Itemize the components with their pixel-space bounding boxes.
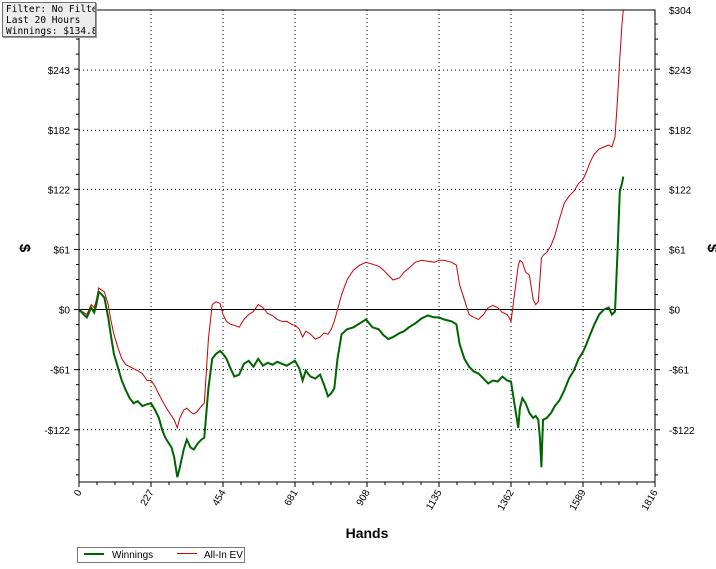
y-tick-label: $122: [48, 185, 71, 196]
y-tick-label: $243: [48, 66, 71, 77]
legend-swatch-winnings: [84, 553, 104, 555]
y-tick-label: $0: [59, 306, 71, 317]
y-tick-label-right: $243: [669, 66, 692, 77]
y-tick-label: -$61: [50, 366, 70, 377]
y-axis-label-right: $: [704, 244, 716, 253]
time-range-line: Last 20 Hours: [6, 15, 81, 26]
x-tick-label: 0: [72, 488, 85, 499]
y-tick-label-right: $0: [669, 306, 681, 317]
x-axis-label: Hands: [346, 525, 389, 541]
y-tick-label-right: $122: [669, 185, 692, 196]
y-tick-label-right: $61: [669, 245, 686, 256]
chart-axes: [74, 9, 660, 487]
y-tick-label-right: $182: [669, 126, 692, 137]
chart-grid: [78, 9, 656, 482]
y-axis-label-left: $: [16, 244, 33, 253]
series-line-allin-ev: [78, 9, 624, 430]
winnings-total-line: Winnings: $134.88: [6, 26, 96, 37]
filter-info-box: Filter: No Filter Last 20 Hours Winnings…: [2, 2, 96, 37]
y-tick-labels-right: $304 $243 $182 $122 $61 $0 -$61 -$122: [669, 6, 695, 437]
y-tick-label: $61: [53, 245, 70, 256]
series-line-winnings: [78, 176, 625, 478]
y-tick-label-right: -$61: [669, 366, 689, 377]
legend-swatch-allin-ev: [177, 553, 197, 554]
filter-line: Filter: No Filter: [6, 4, 96, 15]
legend-label-allin-ev: All-In EV: [204, 550, 243, 561]
y-tick-label-right: -$122: [669, 426, 695, 437]
chart-series: [78, 9, 625, 478]
chart-legend: Winnings All-In EV: [77, 547, 245, 563]
legend-label-winnings: Winnings: [112, 550, 154, 561]
y-tick-label-right: $304: [669, 6, 692, 17]
y-tick-label: -$122: [44, 426, 70, 437]
y-tick-label: $182: [48, 126, 71, 137]
